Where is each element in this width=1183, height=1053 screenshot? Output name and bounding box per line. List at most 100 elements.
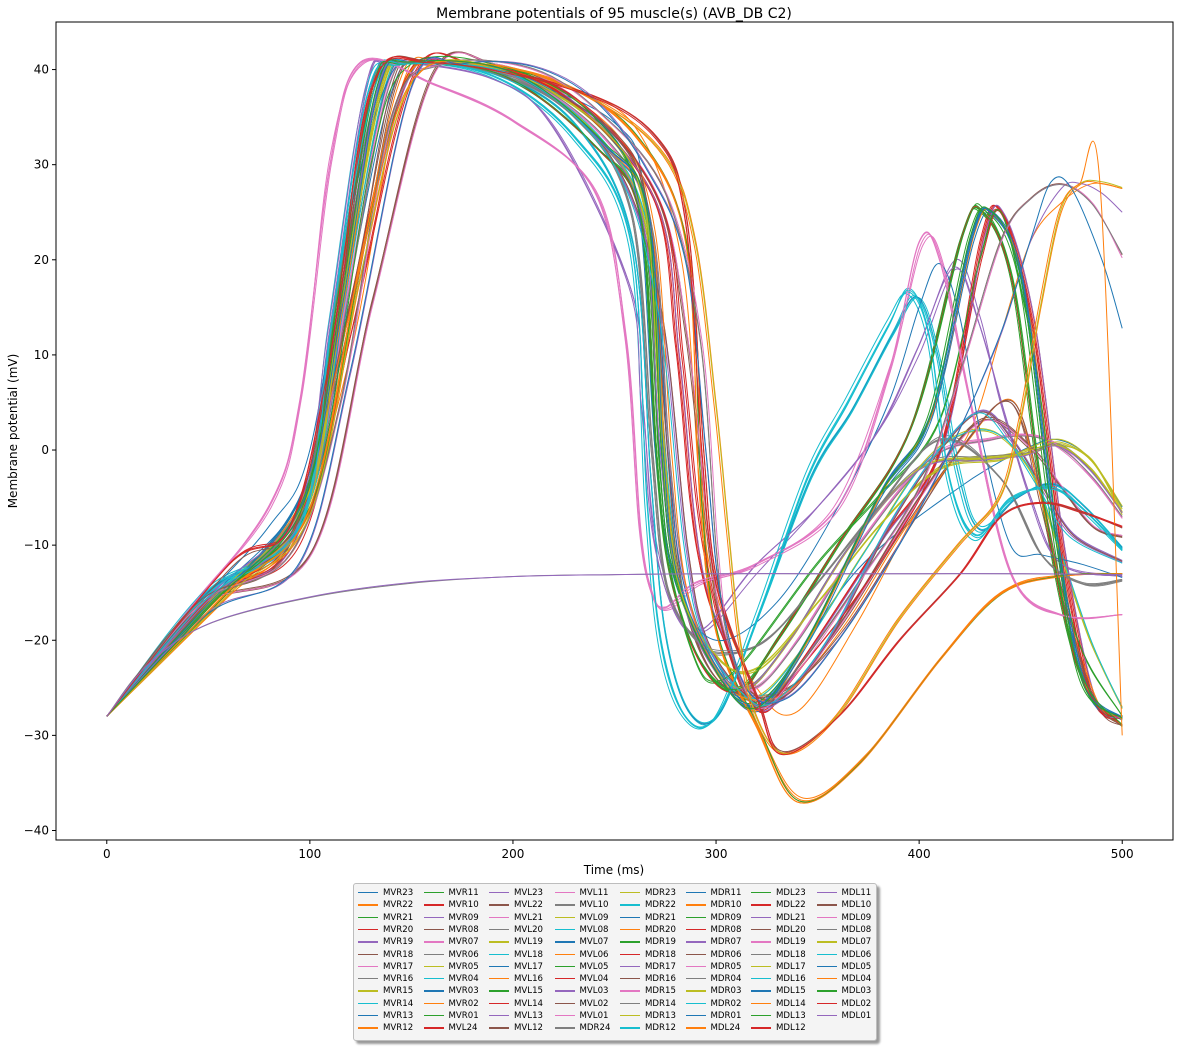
y-tick-label: 20 <box>34 253 49 267</box>
legend-swatch <box>554 892 575 894</box>
legend-label: MDL24 <box>710 1023 741 1034</box>
legend-label: MDR19 <box>645 937 676 948</box>
legend-swatch <box>751 1015 771 1017</box>
legend-swatch <box>685 904 706 906</box>
legend-swatch <box>489 904 509 906</box>
legend-swatch <box>751 904 771 906</box>
series-line-mdl07 <box>106 59 1123 754</box>
legend-swatch <box>816 916 837 918</box>
legend-label: MVR02 <box>448 998 479 1009</box>
x-tick-label: 100 <box>298 847 321 861</box>
legend-label: MVL22 <box>514 900 544 911</box>
legend-label: MDR01 <box>710 1011 742 1021</box>
legend-label: MVR12 <box>383 1023 414 1034</box>
legend-label: MDL13 <box>776 1011 806 1021</box>
legend-swatch <box>358 1027 378 1029</box>
legend-swatch <box>423 1002 444 1005</box>
legend-swatch <box>620 965 640 968</box>
legend-label: MDR23 <box>645 888 676 898</box>
x-tick-label: 400 <box>908 847 931 861</box>
legend-label: MDL01 <box>841 1011 872 1021</box>
legend-swatch <box>620 892 640 894</box>
legend-label: MVR22 <box>383 900 414 911</box>
legend-swatch <box>620 941 640 943</box>
legend-swatch <box>620 990 640 992</box>
legend-label: MVL09 <box>579 912 609 923</box>
legend-swatch <box>554 965 575 968</box>
legend-label: MVL19 <box>514 937 544 948</box>
series-line-mdl24 <box>106 62 1123 804</box>
legend-swatch <box>358 892 378 894</box>
legend-label: MVL21 <box>514 912 544 923</box>
x-tick-label: 200 <box>502 847 525 861</box>
legend-label: MDR12 <box>645 1023 676 1034</box>
y-axis-label: Membrane potential (mV) <box>6 354 20 509</box>
legend-swatch <box>685 953 706 955</box>
legend-label: MDL20 <box>776 924 806 935</box>
series-line-mdl16 <box>106 62 1123 729</box>
legend-label: MDL12 <box>776 1023 806 1034</box>
legend-swatch <box>751 1027 771 1029</box>
legend-swatch <box>620 953 640 955</box>
series-line-mdl01 <box>106 573 1123 717</box>
legend-swatch <box>816 928 837 931</box>
legend-swatch <box>751 965 771 968</box>
legend-swatch <box>554 928 575 931</box>
legend-label: MDL16 <box>776 974 806 985</box>
plot-frame <box>55 21 1174 841</box>
legend-swatch <box>816 953 837 955</box>
series-line-mdl15 <box>106 60 1123 718</box>
legend-label: MDR13 <box>645 1011 676 1021</box>
legend-label: MVR04 <box>448 974 479 985</box>
legend-label: MVL04 <box>579 974 609 985</box>
legend-label: MDL03 <box>841 986 872 997</box>
legend-swatch <box>751 928 771 931</box>
legend-swatch <box>489 965 509 968</box>
series-layer <box>106 51 1123 804</box>
legend-label: MDL08 <box>841 924 872 935</box>
legend-label: MDR11 <box>710 888 742 898</box>
legend-label: MDR07 <box>710 937 742 948</box>
legend-label: MVL14 <box>514 998 544 1009</box>
legend-swatch <box>816 1002 837 1005</box>
legend-label: MDR16 <box>645 974 676 985</box>
y-tick-label: −40 <box>24 823 49 837</box>
legend-label: MVR20 <box>383 924 414 935</box>
legend-label: MDR10 <box>710 900 742 911</box>
legend-label: MDL07 <box>841 937 872 948</box>
legend-swatch <box>489 1015 509 1017</box>
legend-label: MVL18 <box>514 949 544 960</box>
legend-label: MDR15 <box>645 986 676 997</box>
legend-label: MVL20 <box>514 924 544 935</box>
legend-swatch <box>423 990 444 992</box>
legend-label: MVR17 <box>383 961 414 972</box>
legend-swatch <box>685 978 706 980</box>
series-line-mdl06 <box>106 60 1123 717</box>
legend-swatch <box>358 916 378 918</box>
legend-swatch <box>751 1002 771 1005</box>
y-tick-label: 0 <box>41 443 49 457</box>
legend-swatch <box>489 978 509 980</box>
legend-label: MVR23 <box>383 888 414 898</box>
legend-label: MVL02 <box>579 998 609 1009</box>
x-axis-label: Time (ms) <box>583 863 645 877</box>
y-tick-label: 40 <box>34 63 49 77</box>
legend-swatch <box>489 1027 509 1029</box>
legend-label: MDR17 <box>645 961 676 972</box>
series-line-mdl19 <box>106 57 1123 717</box>
series-line-mdr07 <box>106 60 1123 717</box>
legend-swatch <box>685 1027 706 1029</box>
legend-swatch <box>423 892 444 894</box>
legend-swatch <box>620 1027 640 1029</box>
legend-swatch <box>489 928 509 931</box>
legend-label: MDR20 <box>645 924 676 935</box>
legend-label: MDL15 <box>776 986 806 997</box>
legend-swatch <box>554 904 575 906</box>
legend-swatch <box>751 990 771 992</box>
legend-label: MVL15 <box>514 986 544 997</box>
legend-swatch <box>751 978 771 980</box>
legend-swatch <box>489 1002 509 1005</box>
y-tick-label: −30 <box>24 728 49 742</box>
